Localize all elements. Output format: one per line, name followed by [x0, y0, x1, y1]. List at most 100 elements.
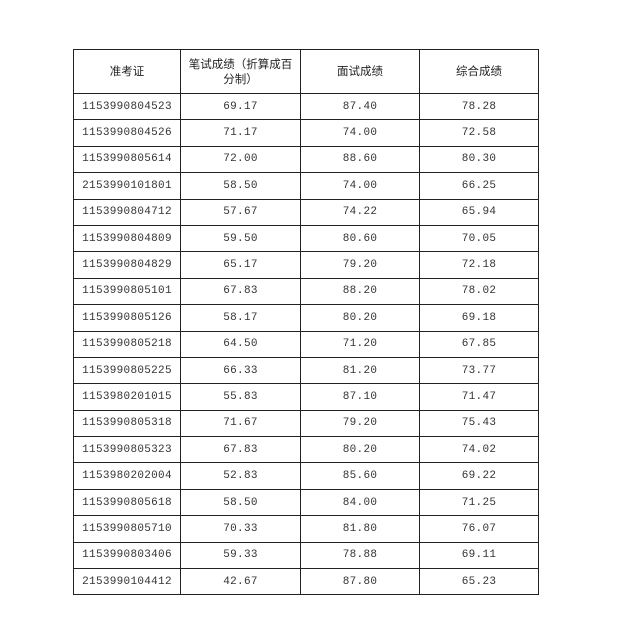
exam-id-cell: 1153990804829 [73, 251, 181, 279]
interview-score-cell: 79.20 [300, 409, 420, 438]
written-score-cell: 67.83 [180, 277, 301, 306]
interview-score-cell: 81.20 [300, 356, 420, 385]
table-row: 1153990805318 71.67 79.20 75.43 [73, 409, 539, 438]
written-score-cell: 67.83 [180, 436, 301, 464]
total-score-cell: 65.94 [419, 198, 539, 226]
written-score-cell: 66.33 [180, 356, 301, 385]
table-row: 1153990805710 70.33 81.80 76.07 [73, 515, 539, 543]
table-row: 1153990805218 64.50 71.20 67.85 [73, 330, 539, 358]
interview-score-cell: 80.60 [300, 224, 420, 253]
written-score-cell: 70.33 [180, 515, 301, 543]
header-total-score: 综合成绩 [419, 49, 539, 94]
table-row: 1153990803406 59.33 78.88 69.11 [73, 541, 539, 570]
table-row: 1153990804809 59.50 80.60 70.05 [73, 224, 539, 253]
exam-id-cell: 1153980201015 [73, 383, 181, 411]
interview-score-cell: 78.88 [300, 541, 420, 570]
table-row: 1153990805618 58.50 84.00 71.25 [73, 488, 539, 517]
table-body: 1153990804523 69.17 87.40 78.28 115399080452… [73, 92, 539, 596]
interview-score-cell: 79.20 [300, 251, 420, 279]
written-score-cell: 69.17 [180, 92, 301, 121]
total-score-cell: 67.85 [419, 330, 539, 358]
exam-id-cell: 2153990104412 [73, 568, 181, 596]
total-score-cell: 78.28 [419, 92, 539, 121]
table-row: 1153990805323 67.83 80.20 74.02 [73, 436, 539, 464]
total-score-cell: 72.58 [419, 119, 539, 147]
exam-id-cell: 1153990805710 [73, 515, 181, 543]
written-score-cell: 57.67 [180, 198, 301, 226]
exam-id-cell: 1153990805318 [73, 409, 181, 438]
total-score-cell: 76.07 [419, 515, 539, 543]
table-row: 1153990805614 72.00 88.60 80.30 [73, 145, 539, 174]
written-score-cell: 59.50 [180, 224, 301, 253]
exam-id-cell: 1153990804809 [73, 224, 181, 253]
total-score-cell: 69.22 [419, 462, 539, 490]
total-score-cell: 66.25 [419, 172, 539, 200]
table-row: 2153990101801 58.50 74.00 66.25 [73, 172, 539, 200]
table-row: 1153990804712 57.67 74.22 65.94 [73, 198, 539, 226]
written-score-cell: 58.17 [180, 304, 301, 332]
written-score-cell: 71.67 [180, 409, 301, 438]
total-score-cell: 71.47 [419, 383, 539, 411]
total-score-cell: 72.18 [419, 251, 539, 279]
written-score-cell: 71.17 [180, 119, 301, 147]
total-score-cell: 78.02 [419, 277, 539, 306]
exam-id-cell: 1153990805614 [73, 145, 181, 174]
interview-score-cell: 84.00 [300, 488, 420, 517]
written-score-cell: 72.00 [180, 145, 301, 174]
interview-score-cell: 87.40 [300, 92, 420, 121]
written-score-cell: 58.50 [180, 172, 301, 200]
written-score-cell: 42.67 [180, 568, 301, 596]
interview-score-cell: 71.20 [300, 330, 420, 358]
total-score-cell: 74.02 [419, 436, 539, 464]
interview-score-cell: 87.10 [300, 383, 420, 411]
interview-score-cell: 74.00 [300, 119, 420, 147]
header-row: 准考证 笔试成绩（折算成百分制） 面试成绩 综合成绩 [73, 49, 539, 94]
total-score-cell: 71.25 [419, 488, 539, 517]
header-exam-id: 准考证 [73, 49, 181, 94]
interview-score-cell: 74.22 [300, 198, 420, 226]
exam-id-cell: 1153990805225 [73, 356, 181, 385]
header-interview-score: 面试成绩 [300, 49, 420, 94]
table-row: 1153980201015 55.83 87.10 71.47 [73, 383, 539, 411]
exam-id-cell: 1153990803406 [73, 541, 181, 570]
exam-id-cell: 1153990804712 [73, 198, 181, 226]
exam-id-cell: 1153990805101 [73, 277, 181, 306]
exam-id-cell: 1153990804526 [73, 119, 181, 147]
written-score-cell: 55.83 [180, 383, 301, 411]
header-written-score: 笔试成绩（折算成百分制） [180, 49, 301, 94]
exam-id-cell: 1153990805218 [73, 330, 181, 358]
written-score-cell: 52.83 [180, 462, 301, 490]
interview-score-cell: 87.80 [300, 568, 420, 596]
total-score-cell: 65.23 [419, 568, 539, 596]
exam-id-cell: 1153990805618 [73, 488, 181, 517]
exam-id-cell: 1153990805126 [73, 304, 181, 332]
table-row: 1153990804526 71.17 74.00 72.58 [73, 119, 539, 147]
interview-score-cell: 85.60 [300, 462, 420, 490]
exam-id-cell: 1153980202004 [73, 462, 181, 490]
interview-score-cell: 74.00 [300, 172, 420, 200]
interview-score-cell: 88.20 [300, 277, 420, 306]
interview-score-cell: 80.20 [300, 304, 420, 332]
written-score-cell: 58.50 [180, 488, 301, 517]
table-row: 1153980202004 52.83 85.60 69.22 [73, 462, 539, 490]
total-score-cell: 70.05 [419, 224, 539, 253]
written-score-cell: 64.50 [180, 330, 301, 358]
written-score-cell: 65.17 [180, 251, 301, 279]
total-score-cell: 75.43 [419, 409, 539, 438]
table-row: 2153990104412 42.67 87.80 65.23 [73, 568, 539, 596]
exam-id-cell: 1153990804523 [73, 92, 181, 121]
table-row: 1153990805126 58.17 80.20 69.18 [73, 304, 539, 332]
total-score-cell: 73.77 [419, 356, 539, 385]
interview-score-cell: 80.20 [300, 436, 420, 464]
total-score-cell: 69.18 [419, 304, 539, 332]
table-row: 1153990804523 69.17 87.40 78.28 [73, 92, 539, 121]
total-score-cell: 80.30 [419, 145, 539, 174]
exam-id-cell: 2153990101801 [73, 172, 181, 200]
exam-id-cell: 1153990805323 [73, 436, 181, 464]
score-table: 准考证 笔试成绩（折算成百分制） 面试成绩 综合成绩 1153990804523… [73, 49, 539, 596]
table-row: 1153990804829 65.17 79.20 72.18 [73, 251, 539, 279]
interview-score-cell: 88.60 [300, 145, 420, 174]
table-row: 1153990805101 67.83 88.20 78.02 [73, 277, 539, 306]
table-row: 1153990805225 66.33 81.20 73.77 [73, 356, 539, 385]
written-score-cell: 59.33 [180, 541, 301, 570]
